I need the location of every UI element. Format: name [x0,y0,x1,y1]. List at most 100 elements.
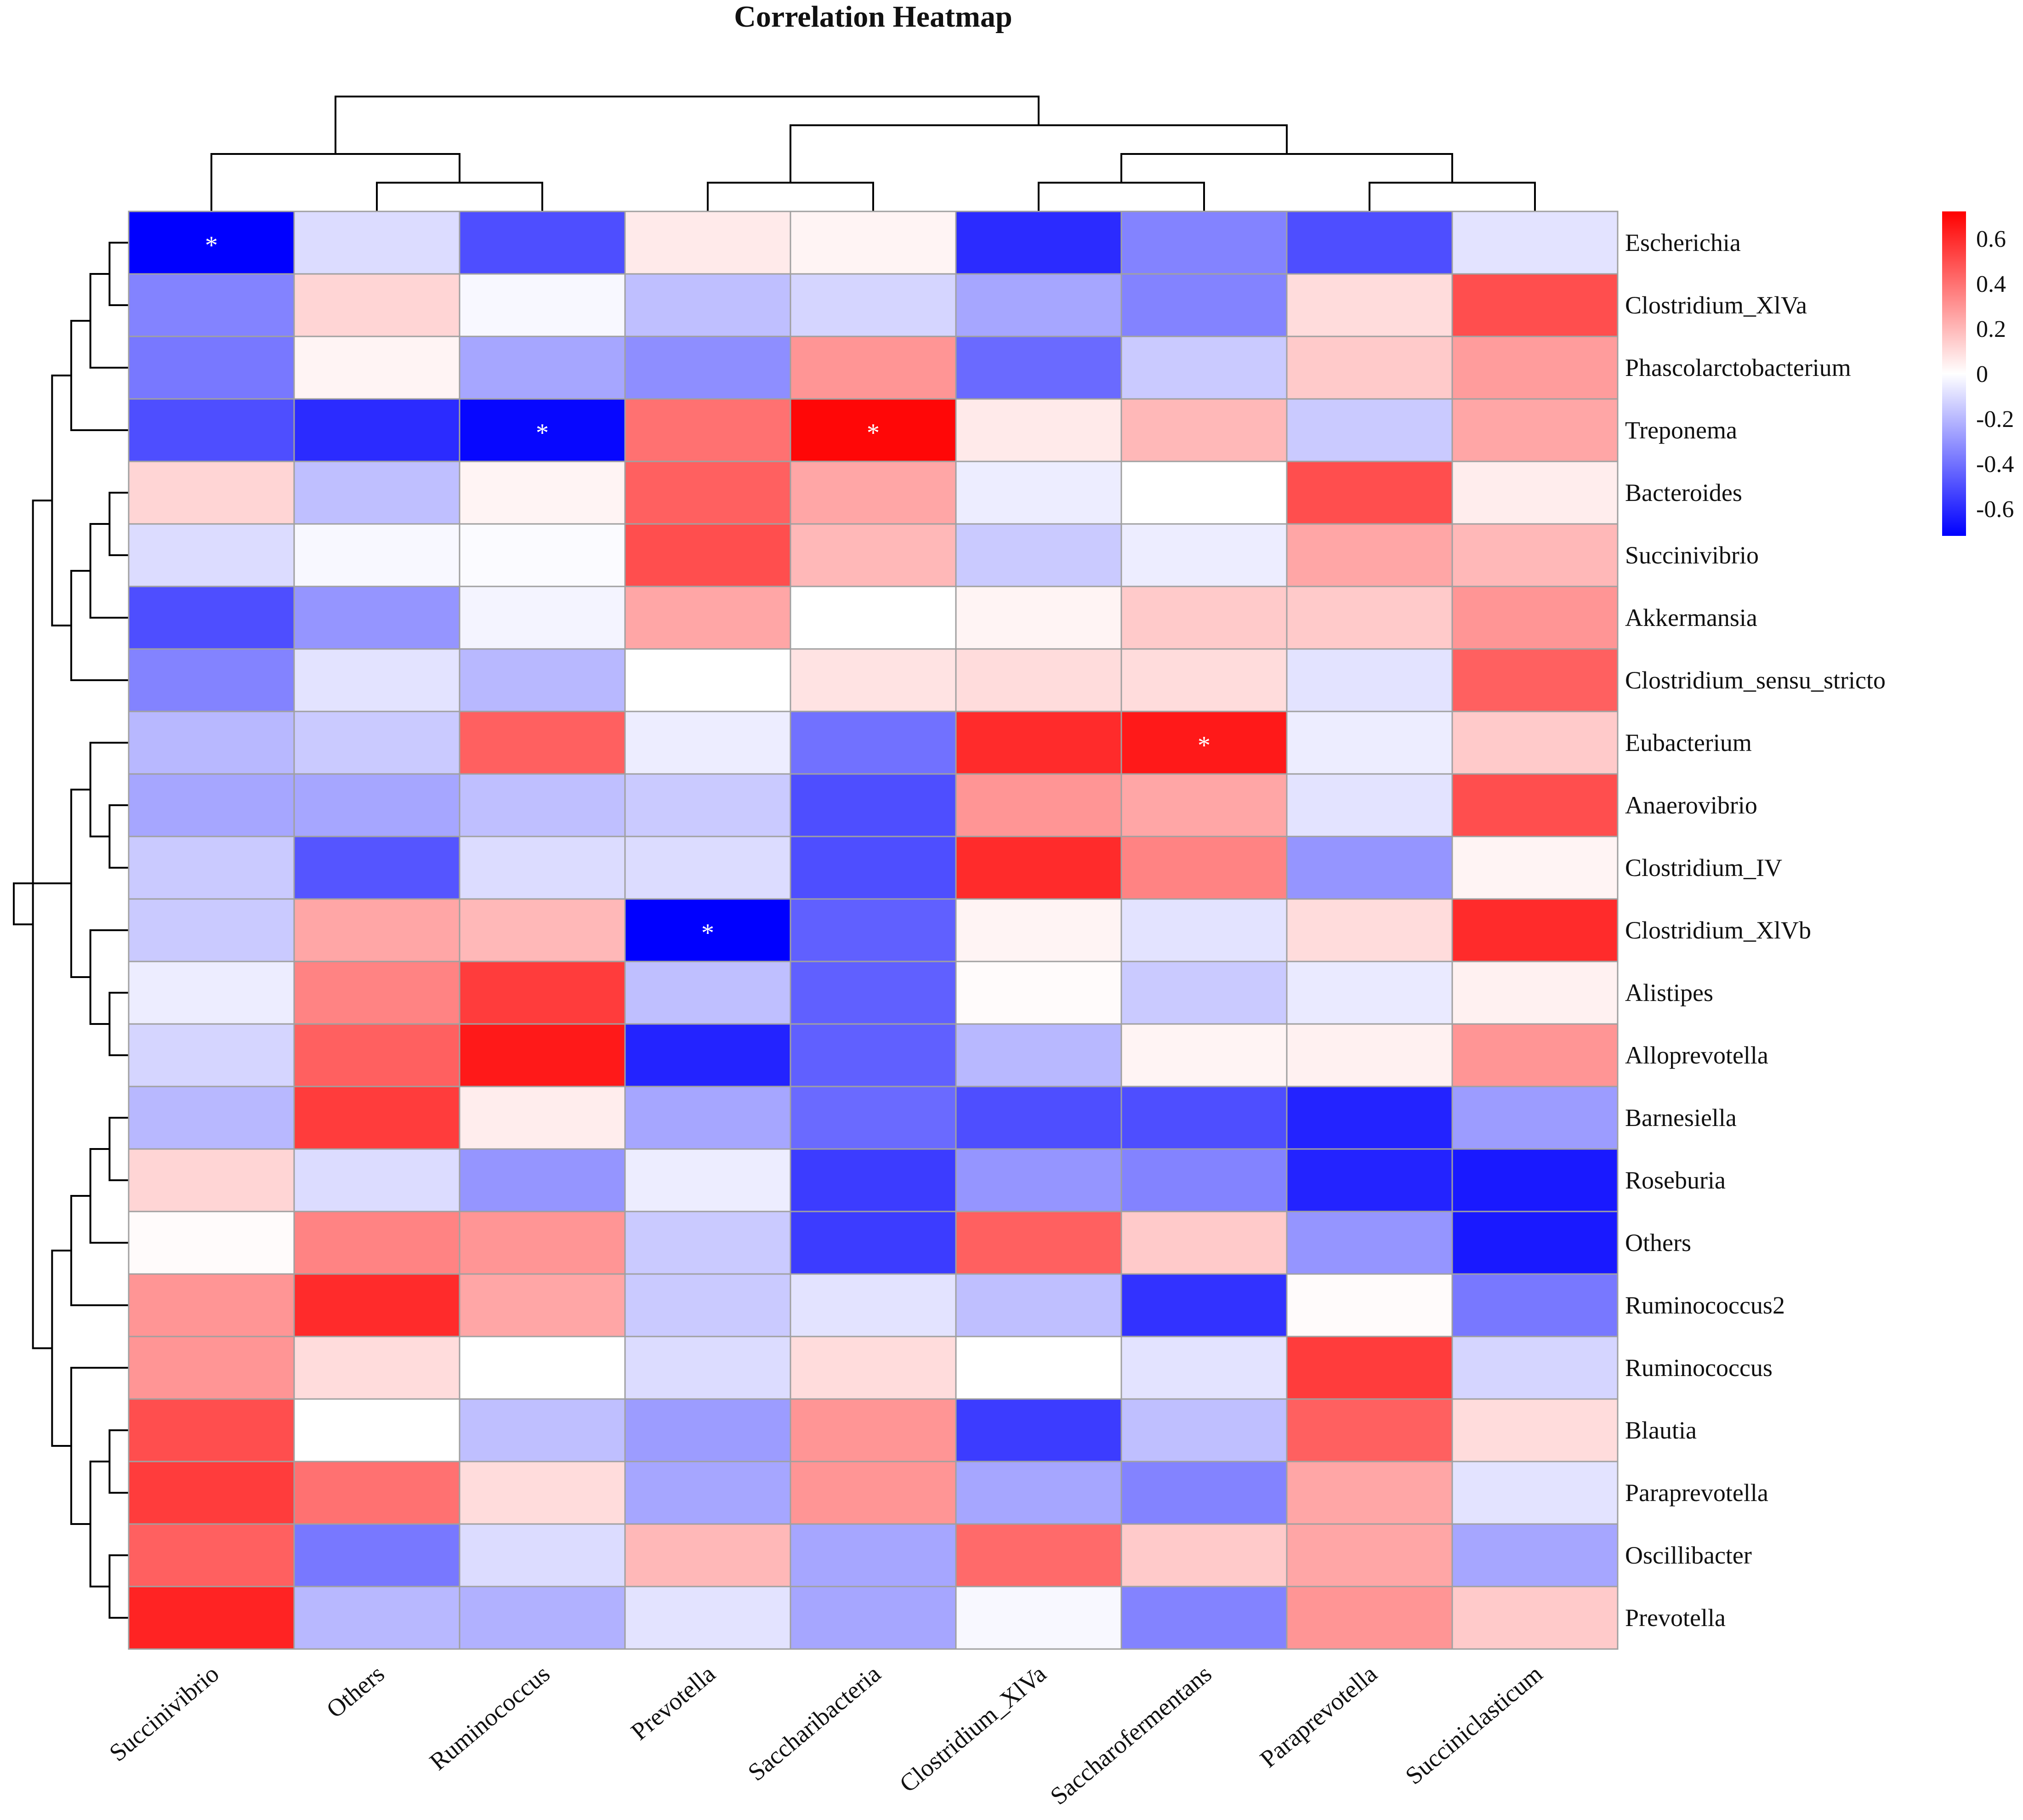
heatmap-cell [955,210,1122,275]
heatmap-cell [459,1398,626,1462]
dendrogram-branch [51,1250,71,1447]
heatmap-cell [1120,461,1288,525]
heatmap-cell [128,273,295,337]
heatmap-cell [624,586,791,650]
heatmap-cell [1120,523,1288,587]
heatmap-cell [293,523,460,587]
row-label: Blautia [1625,1416,1697,1444]
colorbar-tick-label: 0.6 [1976,226,2006,252]
heatmap-cell [790,1336,957,1400]
heatmap-cell [1286,648,1453,712]
heatmap-cell [293,648,460,712]
heatmap-cell [128,1586,295,1650]
dendrogram-branch [89,1461,110,1587]
colorbar-tick-label: -0.2 [1976,406,2014,432]
heatmap-cell [459,648,626,712]
row-label: Clostridium_IV [1625,854,1782,882]
heatmap-cell [128,1211,295,1275]
dendrogram-branch [13,882,71,926]
heatmap-cell [459,210,626,275]
heatmap-cell [459,273,626,337]
column-label: Others [321,1660,390,1723]
row-label: Akkermansia [1625,604,1757,631]
row-label: Paraprevotella [1625,1479,1768,1507]
heatmap-cell [1286,1148,1453,1212]
dendrogram-branch [108,992,129,1056]
heatmap-cell [1120,711,1288,775]
heatmap-cell [293,1273,460,1337]
heatmap-cell [955,1148,1122,1212]
heatmap-cell [459,1523,626,1587]
heatmap-cell [955,773,1122,837]
heatmap-cell [459,523,626,587]
heatmap-cell [293,711,460,775]
row-label: Ruminococcus [1625,1354,1773,1382]
dendrogram-branch [108,1117,129,1181]
heatmap-cell [459,1148,626,1212]
row-label: Prevotella [1625,1604,1726,1632]
row-label: Clostridium_XlVa [1625,291,1807,319]
row-label: Oscillibacter [1625,1541,1752,1569]
heatmap-cell [955,1211,1122,1275]
heatmap-cell [1120,1398,1288,1462]
heatmap-cell [1286,336,1453,400]
heatmap-cell [790,1086,957,1150]
dendrogram-branch [108,242,129,306]
heatmap-cell [624,1023,791,1087]
column-labels: Succinivibrio Others Ruminococcus Prevotell… [104,1660,1547,1810]
heatmap-cell [624,461,791,525]
heatmap-cell [459,773,626,837]
heatmap-cell [790,1398,957,1462]
column-label: Succiniclasticum [1400,1660,1548,1790]
heatmap-cell [128,336,295,400]
heatmap-cell [1286,1398,1453,1462]
dendrogram-branch [70,789,91,978]
dendrogram-branch [1120,153,1453,183]
heatmap-cell [624,1461,791,1525]
dendrogram-branch [335,96,1040,154]
heatmap-cell [790,773,957,837]
row-label: Ruminococcus2 [1625,1291,1785,1319]
heatmap-cell [1286,1586,1453,1650]
heatmap-cell [1120,1273,1288,1337]
column-label: Clostridium_XlVa [894,1660,1051,1798]
heatmap-cell [790,1148,957,1212]
heatmap-cell [293,961,460,1025]
heatmap-cell [624,773,791,837]
heatmap-cell [624,1211,791,1275]
heatmap-cell [1120,398,1288,462]
heatmap-cell [459,961,626,1025]
heatmap-cell [790,836,957,900]
heatmap-cell [955,273,1122,337]
heatmap-cell [1286,1523,1453,1587]
heatmap-cell [1286,836,1453,900]
significance-markers: * * * * * [205,231,1210,947]
heatmap-cell [1286,1336,1453,1400]
heatmap-cell [1286,1023,1453,1087]
heatmap-cell [624,210,791,275]
heatmap-cell [790,1523,957,1587]
heatmap-cell [1451,961,1619,1025]
row-label: Escherichia [1625,229,1741,256]
heatmap-cell [293,898,460,962]
heatmap-cell [293,1148,460,1212]
heatmap-cell [1120,1586,1288,1650]
heatmap-cell [128,898,295,962]
heatmap-cell [955,1086,1122,1150]
dendrogram-branch [70,570,129,681]
heatmap-cell [293,773,460,837]
row-dendrogram [13,242,129,1619]
row-label: Others [1625,1229,1691,1257]
heatmap-cell [1451,1586,1619,1650]
heatmap-cell [1451,1336,1619,1400]
heatmap-cell [293,1461,460,1525]
heatmap-cell [955,1023,1122,1087]
heatmap-cell [1286,1461,1453,1525]
heatmap-cell [790,586,957,650]
heatmap-cell [1120,1523,1288,1587]
colorbar-tick-label: 0.2 [1976,316,2006,342]
heatmap-cell [624,1148,791,1212]
dendrogram-branch [89,1148,129,1244]
heatmap-cell [293,1023,460,1087]
heatmap-cell [1451,461,1619,525]
